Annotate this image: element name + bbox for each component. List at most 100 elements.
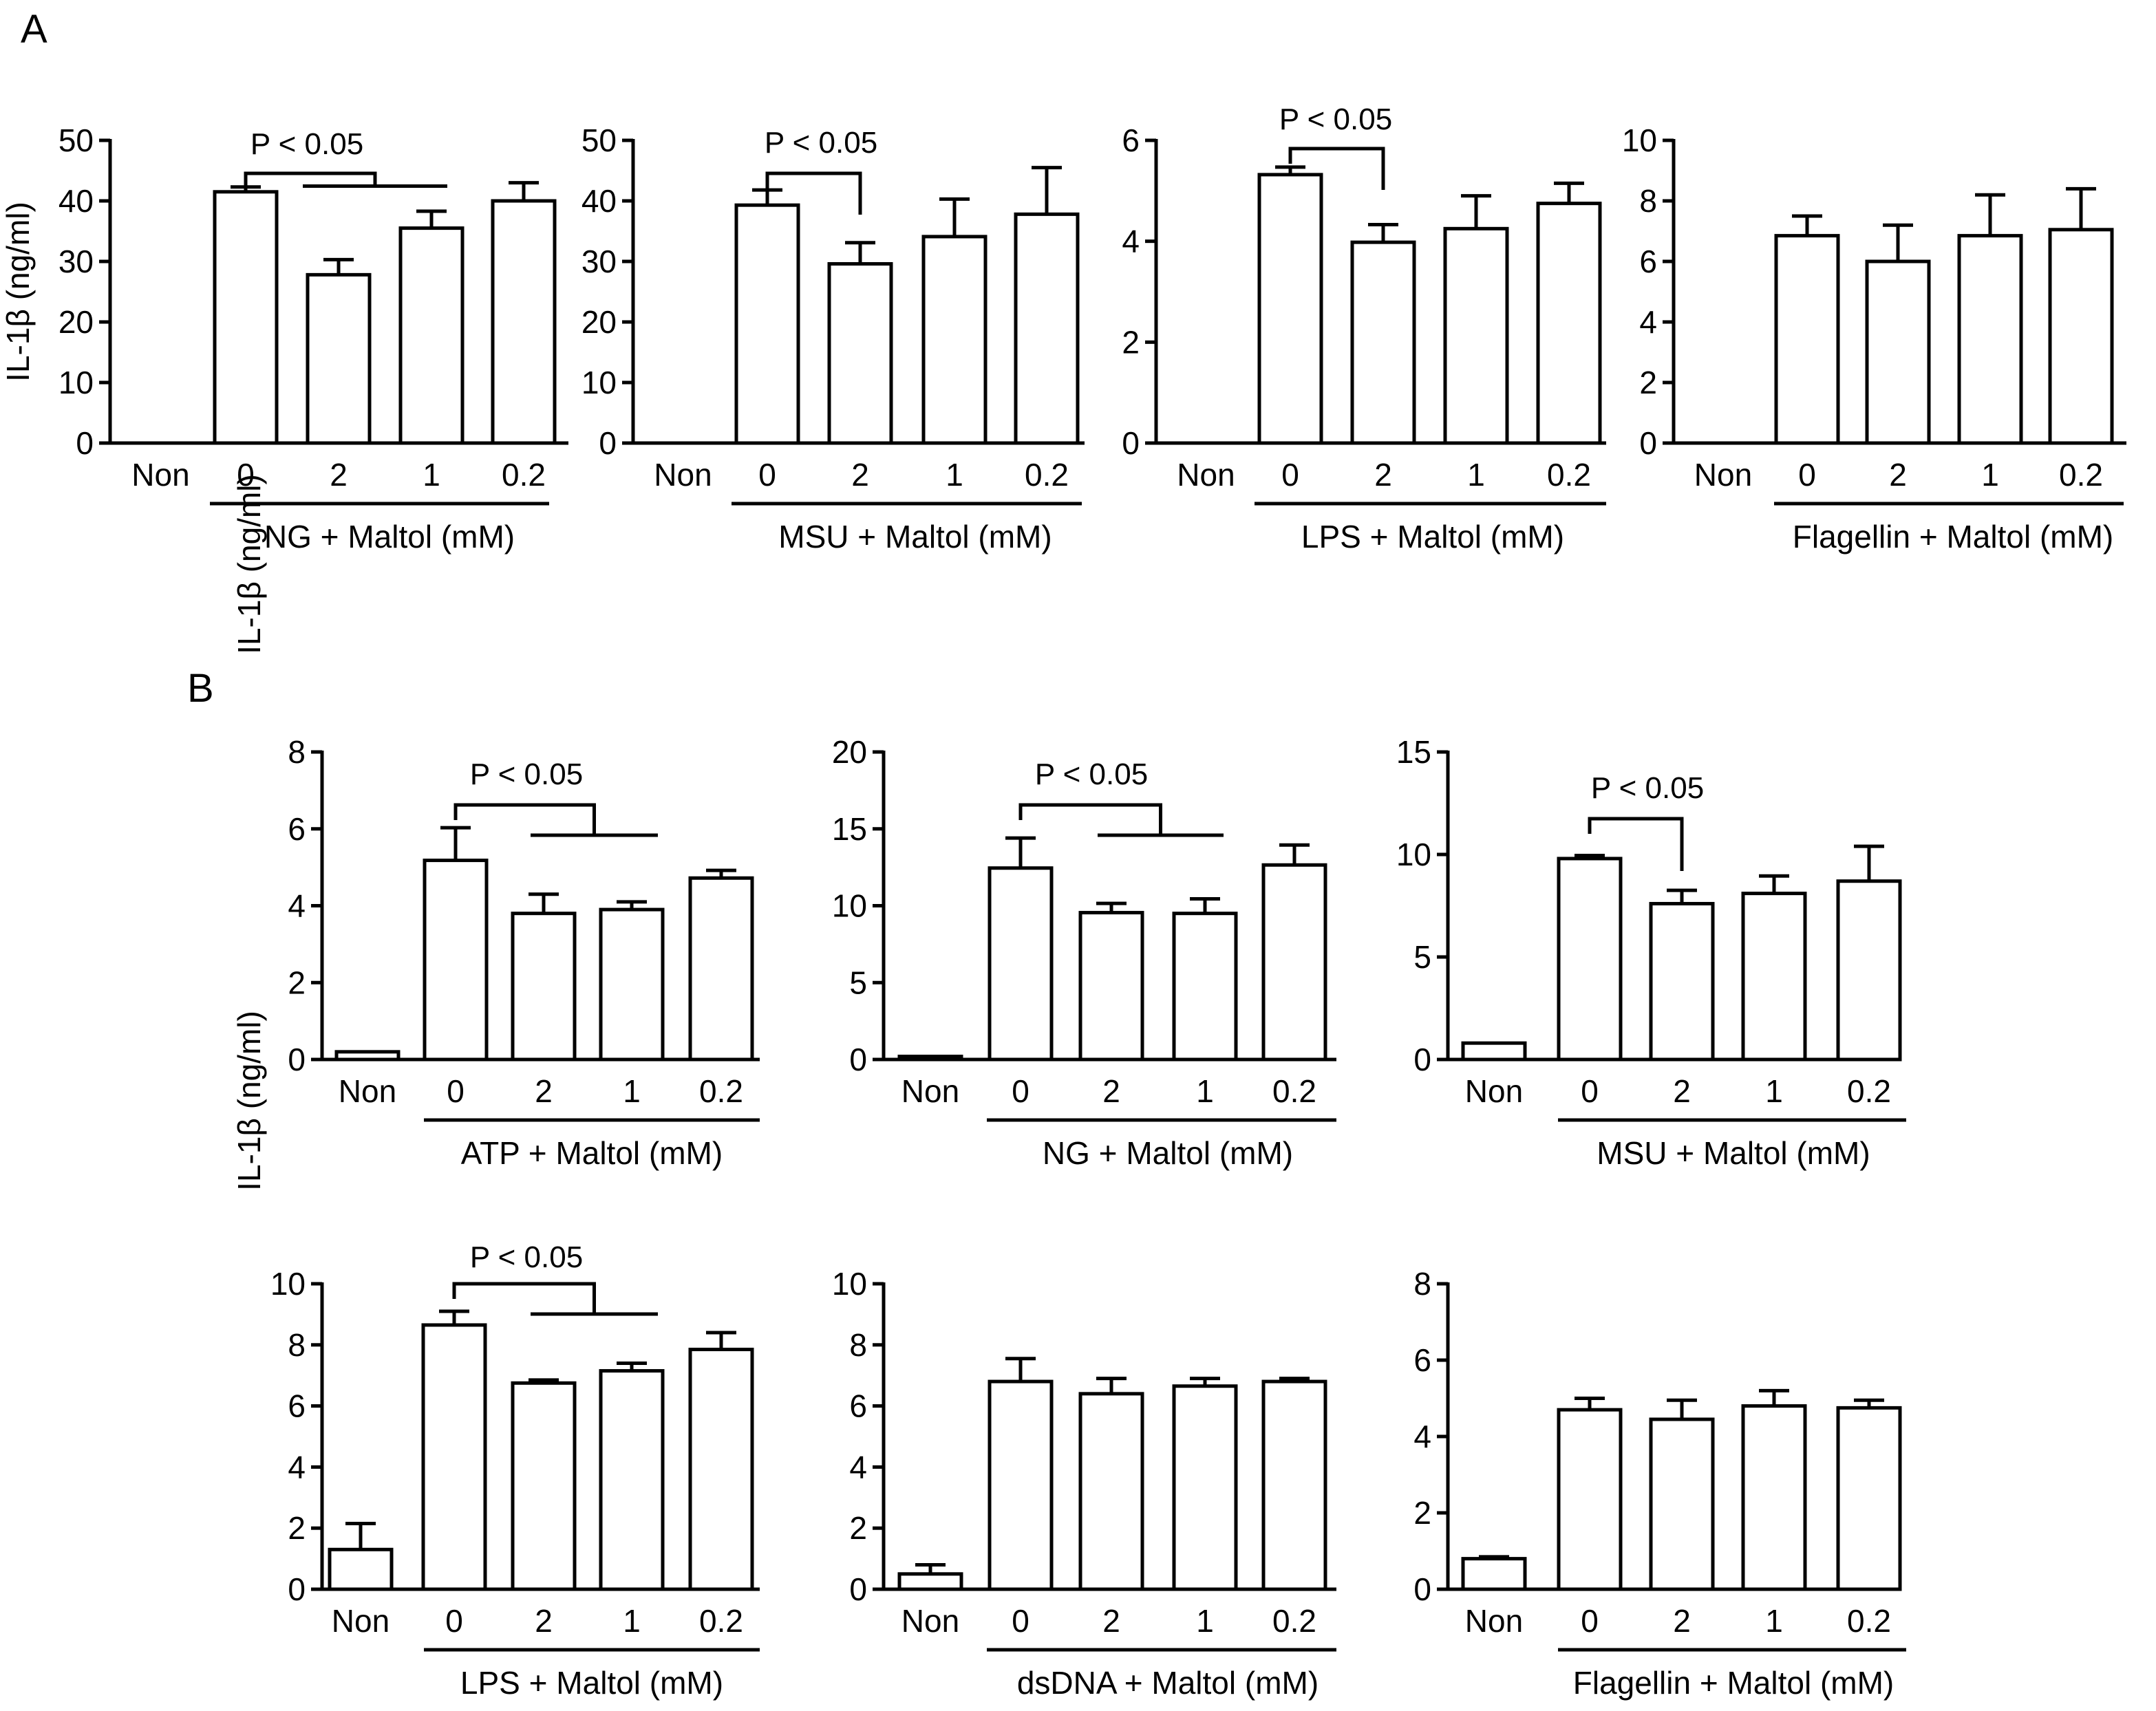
group-label: MSU + Maltol (mM) — [778, 519, 1052, 555]
bar-2 — [1078, 1392, 1144, 1591]
category-label: 0.2 — [2059, 457, 2103, 493]
y-tick-label: 50 — [581, 122, 617, 158]
bar-0 — [1557, 1408, 1623, 1591]
y-tick-label: 4 — [1639, 304, 1657, 340]
chart-1: 0 10 20 30 40 50 IL-1β (ng/ml) Non 0 2 1 0.2 NG + Ma… — [0, 122, 568, 555]
category-label: 2 — [535, 1603, 553, 1639]
category-label: 0.2 — [502, 457, 546, 493]
category-label: 1 — [1765, 1603, 1783, 1639]
category-label: 2 — [851, 457, 869, 493]
group-label: dsDNA + Maltol (mM) — [1017, 1665, 1319, 1701]
category-label: 0.2 — [1272, 1603, 1316, 1639]
category-label: 1 — [1765, 1073, 1783, 1109]
y-tick-label: 6 — [849, 1388, 867, 1424]
y-tick-label: 0 — [1413, 1571, 1431, 1607]
chart-2: 0 10 20 30 40 50 Non 0 2 1 0.2 MSU + Maltol (mM) P <… — [581, 122, 1085, 555]
category-label: 2 — [330, 457, 348, 493]
significance-bracket — [1288, 147, 1385, 190]
category-label: 0.2 — [699, 1073, 743, 1109]
category-label: 2 — [1102, 1073, 1120, 1109]
category-label: 2 — [1673, 1603, 1691, 1639]
y-tick-label: 6 — [1122, 122, 1140, 158]
category-label: 1 — [1981, 457, 1999, 493]
significance-label: P < 0.05 — [470, 1240, 583, 1274]
y-tick-label: 15 — [832, 811, 867, 847]
chart-4: 0 2 4 6 8 10 Non 0 2 1 0.2 Flagellin + Maltol (mM) — [1622, 122, 2126, 555]
y-tick-label: 20 — [58, 304, 94, 340]
bar-1 — [1957, 234, 2023, 445]
bar-0.2 — [1014, 212, 1080, 445]
y-tick-label: 4 — [1413, 1419, 1431, 1454]
category-label: 2 — [1102, 1603, 1120, 1639]
category-label: 1 — [1196, 1603, 1214, 1639]
category-label: Non — [654, 457, 712, 493]
significance-label: P < 0.05 — [470, 757, 583, 791]
category-label: Non — [1465, 1073, 1523, 1109]
y-tick-label: 15 — [1396, 734, 1431, 770]
significance-bracket — [765, 171, 862, 215]
y-tick-label: 30 — [58, 244, 94, 279]
category-label: 0.2 — [1547, 457, 1591, 493]
y-tick-label: 0 — [1639, 425, 1657, 461]
category-label: 2 — [1374, 457, 1392, 493]
bar-0.2 — [491, 199, 557, 445]
category-label: 2 — [1889, 457, 1907, 493]
significance-bracket — [1588, 817, 1684, 871]
bar-1 — [1172, 912, 1238, 1062]
category-label: 0 — [1798, 457, 1816, 493]
bar-0 — [988, 866, 1054, 1062]
category-label: 1 — [423, 457, 440, 493]
y-tick-label: 0 — [1122, 425, 1140, 461]
category-label: 0 — [1012, 1603, 1029, 1639]
category-label: 0.2 — [699, 1603, 743, 1639]
y-tick-label: 0 — [849, 1571, 867, 1607]
category-label: 0 — [1281, 457, 1299, 493]
bar-Non — [328, 1547, 394, 1591]
y-tick-label: 20 — [581, 304, 617, 340]
y-tick-label: 10 — [1622, 122, 1657, 158]
bar-1 — [921, 235, 988, 445]
bar-0 — [213, 190, 279, 445]
category-label: Non — [1694, 457, 1752, 493]
bar-Non — [897, 1572, 963, 1591]
y-tick-label: 4 — [288, 1449, 306, 1485]
category-label: 1 — [1196, 1073, 1214, 1109]
category-label: 1 — [623, 1603, 641, 1639]
y-tick-label: 6 — [288, 1388, 306, 1424]
bar-0.2 — [1261, 863, 1327, 1062]
y-tick-label: 8 — [849, 1327, 867, 1363]
category-label: Non — [339, 1073, 396, 1109]
group-label: Flagellin + Maltol (mM) — [1793, 519, 2114, 555]
y-tick-label: 8 — [288, 1327, 306, 1363]
bar-1 — [1443, 226, 1509, 445]
bar-0 — [1257, 173, 1323, 445]
bar-1 — [1741, 1404, 1807, 1591]
bar-0 — [1557, 857, 1623, 1062]
y-tick-label: 10 — [832, 888, 867, 924]
y-axis-label: IL-1β (ng/ml) — [231, 1011, 267, 1191]
y-axis-label: IL-1β (ng/ml) — [231, 474, 267, 654]
y-tick-label: 0 — [599, 425, 617, 461]
bar-0.2 — [688, 1347, 754, 1591]
category-label: 0 — [1581, 1073, 1599, 1109]
bar-0 — [421, 1323, 487, 1591]
bar-0 — [988, 1379, 1054, 1591]
bar-2 — [1649, 1417, 1715, 1591]
chart-5: 0 2 4 6 8 IL-1β (ng/ml) Non 0 2 1 0.2 ATP + Maltol … — [231, 474, 760, 1171]
y-tick-label: 0 — [849, 1042, 867, 1077]
y-tick-label: 2 — [1413, 1495, 1431, 1531]
y-tick-label: 50 — [58, 122, 94, 158]
category-label: Non — [1465, 1603, 1523, 1639]
y-tick-label: 0 — [288, 1571, 306, 1607]
bar-1 — [1172, 1384, 1238, 1591]
panel-label-a: A — [21, 7, 47, 52]
y-tick-label: 4 — [849, 1449, 867, 1485]
y-axis-label: IL-1β (ng/ml) — [0, 202, 36, 382]
group-label: ATP + Maltol (mM) — [461, 1135, 723, 1171]
y-tick-label: 0 — [76, 425, 94, 461]
bar-2 — [1865, 259, 1931, 445]
y-tick-label: 30 — [581, 244, 617, 279]
